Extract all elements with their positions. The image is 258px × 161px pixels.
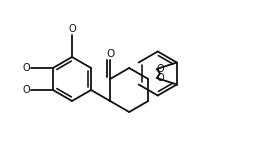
Text: O: O bbox=[157, 64, 165, 74]
Text: O: O bbox=[106, 49, 114, 59]
Text: O: O bbox=[22, 63, 30, 73]
Text: O: O bbox=[22, 85, 30, 95]
Text: O: O bbox=[157, 73, 165, 83]
Text: O: O bbox=[68, 24, 76, 34]
